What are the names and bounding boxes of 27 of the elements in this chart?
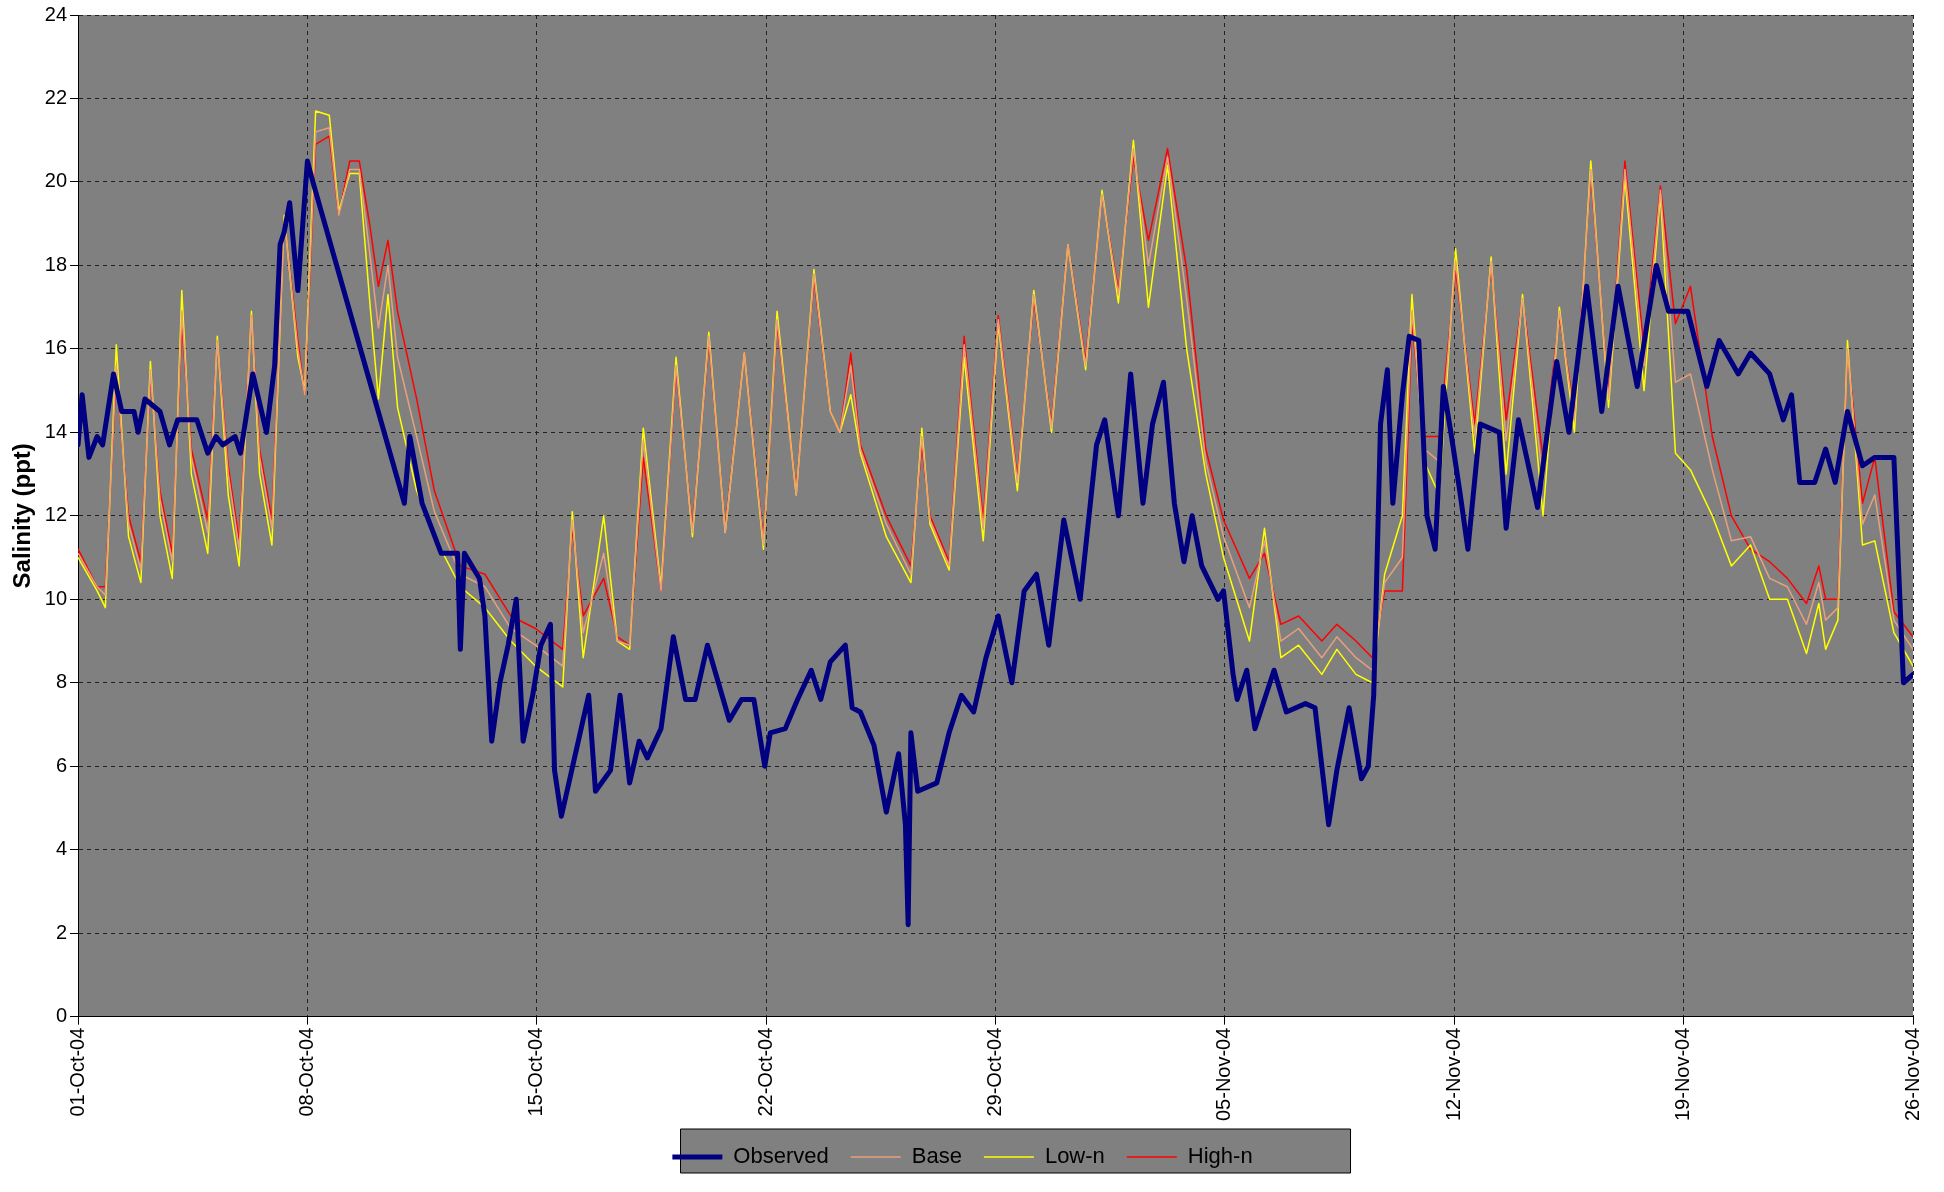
y-tick-label: 6 [55,753,68,776]
y-tick-label: 18 [44,252,68,275]
y-tick-label: 22 [44,85,68,108]
y-tick-label: 10 [44,586,68,609]
x-tick-label: 08-Oct-04 [294,1027,317,1117]
y-tick-label: 24 [44,2,68,25]
y-tick-label: 4 [55,837,68,860]
legend-label: Observed [733,1143,829,1169]
y-tick-label: 8 [55,670,68,693]
y-tick-label: 12 [44,503,68,526]
x-tick-label: 05-Nov-04 [1212,1027,1235,1122]
x-tick-label: 19-Nov-04 [1671,1027,1694,1122]
y-tick-label: 16 [44,336,68,359]
y-tick-label: 20 [44,169,68,192]
legend-label: High-n [1187,1143,1253,1169]
x-tick-label: 01-Oct-04 [65,1027,88,1117]
x-tick-label: 22-Oct-04 [753,1027,776,1117]
x-tick-label: 12-Nov-04 [1441,1027,1464,1122]
x-tick-label: 15-Oct-04 [524,1027,547,1117]
y-axis-title: Salinity (ppt) [8,443,36,589]
legend-label: Base [911,1143,962,1169]
y-tick-label: 0 [55,1004,68,1027]
x-tick-label: 26-Nov-04 [1900,1027,1923,1122]
legend-label: Low-n [1044,1143,1105,1169]
y-tick-label: 2 [55,920,68,943]
x-tick-label: 29-Oct-04 [983,1027,1006,1117]
y-tick-label: 14 [44,419,68,442]
